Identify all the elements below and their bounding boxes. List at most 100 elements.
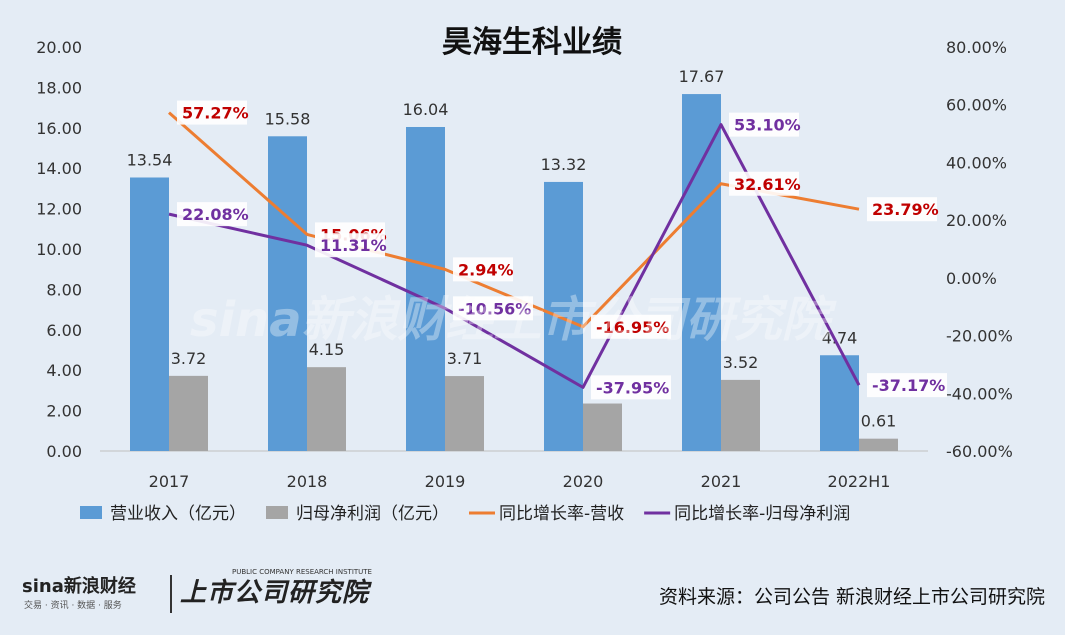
label-background [177, 100, 247, 125]
label-background [453, 296, 533, 321]
label-text: -10.56% [458, 299, 531, 318]
bars: 13.54 15.58 16.04 13.32 17.67 4.74 3.72 4.15 3.7… [127, 67, 898, 451]
net-profit-growth-label: -37.95% [591, 375, 671, 400]
left-axis: 0.00 2.00 4.00 6.00 8.00 10.00 12.00 14.00 16.00… [36, 38, 82, 461]
label-background [867, 373, 947, 398]
label-text: 11.31% [320, 236, 387, 255]
x-tick-label: 2018 [287, 472, 328, 491]
right-tick-label: 80.00% [946, 38, 1007, 57]
sina-finance-logo: sina新浪财经 交易 · 资讯 · 数据 · 服务 [22, 572, 136, 611]
research-institute-logo: PUBLIC COMPANY RESEARCH INSTITUTE 上市公司研究… [180, 568, 372, 609]
revenue-growth-label: 2.94% [453, 257, 514, 282]
label-background [867, 197, 937, 222]
revenue-bar [820, 355, 859, 451]
left-tick-label: 0.00 [46, 442, 82, 461]
legend-item: 归母净利润（亿元） [266, 504, 449, 524]
right-tick-label: 20.00% [946, 211, 1007, 230]
research-logo-subtitle: PUBLIC COMPANY RESEARCH INSTITUTE [232, 568, 372, 576]
revenue-growth-label: 57.27% [177, 100, 249, 125]
left-tick-label: 18.00 [36, 78, 82, 97]
revenue-bar-label: 15.58 [265, 109, 311, 128]
legend-item: 同比增长率-营收 [469, 504, 624, 524]
revenue-bar-label: 13.54 [127, 150, 173, 169]
label-text: 23.79% [872, 200, 939, 219]
label-text: -37.17% [872, 376, 945, 395]
net-profit-growth-label: 11.31% [315, 233, 387, 258]
legend-swatch [80, 506, 102, 519]
revenue-bar-label: 4.74 [822, 328, 858, 347]
revenue-growth-label: 23.79% [867, 197, 939, 222]
right-axis: -60.00% -40.00% -20.00% 0.00% 20.00% 40.00% 60… [946, 38, 1013, 461]
sina-logo-subtitle: 交易 · 资讯 · 数据 · 服务 [24, 601, 122, 611]
revenue-bar-label: 17.67 [679, 67, 725, 86]
revenue-growth-label: 32.61% [729, 171, 801, 196]
x-tick-label: 2021 [701, 472, 742, 491]
revenue-bar-label: 13.32 [541, 155, 587, 174]
right-tick-label: -40.00% [946, 384, 1013, 403]
right-tick-label: 0.00% [946, 269, 997, 288]
research-logo-text: 上市公司研究院 [180, 578, 370, 608]
x-tick-label: 2019 [425, 472, 466, 491]
label-text: -16.95% [596, 318, 669, 337]
right-tick-label: 40.00% [946, 153, 1007, 172]
legend-item: 同比增长率-归母净利润 [644, 504, 850, 524]
x-tick-label: 2020 [563, 472, 604, 491]
label-background [453, 257, 513, 282]
legend-label: 同比增长率-归母净利润 [674, 504, 850, 524]
right-tick-label: -20.00% [946, 327, 1013, 346]
revenue-bar [544, 181, 583, 451]
net-profit-bar-label: 4.15 [309, 340, 345, 359]
legend-label: 同比增长率-营收 [499, 504, 624, 524]
label-background [177, 202, 247, 227]
revenue-bar [268, 136, 307, 451]
label-background [315, 233, 385, 258]
net-profit-bar [169, 375, 208, 451]
x-tick-label: 2022H1 [828, 472, 891, 491]
net-profit-bar [583, 403, 622, 451]
revenue-growth-label: -16.95% [591, 314, 671, 339]
revenue-bar [130, 177, 169, 451]
sina-logo-text: sina新浪财经 [22, 576, 136, 597]
net-profit-growth-label: -37.17% [867, 373, 947, 398]
right-tick-label: -60.00% [946, 442, 1013, 461]
legend: 营业收入（亿元） 归母净利润（亿元） 同比增长率-营收 同比增长率-归母净利润 [80, 504, 850, 524]
label-text: 2.94% [458, 260, 514, 279]
net-profit-bar-label: 3.52 [723, 353, 759, 372]
chart: 昊海生科业绩 0.00 2.00 4.00 6.00 8.00 10.00 12.00 14.… [36, 25, 1013, 524]
net-profit-bar-label: 3.71 [447, 349, 483, 368]
left-tick-label: 14.00 [36, 159, 82, 178]
label-text: 57.27% [182, 104, 249, 123]
legend-item: 营业收入（亿元） [80, 504, 246, 524]
label-background [729, 112, 799, 137]
revenue-bar [682, 94, 721, 451]
net-profit-growth-label: 22.08% [177, 202, 249, 227]
label-text: 22.08% [182, 205, 249, 224]
net-profit-bar [307, 367, 346, 451]
net-profit-bar [445, 376, 484, 451]
left-tick-label: 20.00 [36, 38, 82, 57]
label-text: 32.61% [734, 175, 801, 194]
net-profit-bar [859, 438, 898, 451]
source-note: 资料来源：公司公告 新浪财经上市公司研究院 [658, 586, 1045, 608]
logo-divider [170, 575, 172, 613]
legend-label: 归母净利润（亿元） [296, 504, 449, 524]
revenue-bar-label: 16.04 [403, 100, 449, 119]
lines: 57.27%15.06%2.94%-16.95%32.61%23.79%22.0… [168, 100, 947, 400]
net-profit-bar-label: 3.72 [171, 349, 207, 368]
x-tick-label: 2017 [149, 472, 190, 491]
left-tick-label: 6.00 [46, 321, 82, 340]
net-profit-growth-label: -10.56% [453, 296, 533, 321]
chart-title: 昊海生科业绩 [442, 25, 622, 60]
left-tick-label: 8.00 [46, 280, 82, 299]
x-axis: 2017 2018 2019 2020 2021 2022H1 [149, 472, 891, 491]
left-tick-label: 4.00 [46, 361, 82, 380]
left-tick-label: 16.00 [36, 119, 82, 138]
label-text: -37.95% [596, 378, 669, 397]
label-background [591, 375, 671, 400]
left-tick-label: 10.00 [36, 240, 82, 259]
legend-label: 营业收入（亿元） [110, 504, 246, 524]
label-background [591, 314, 671, 339]
net-profit-growth-label: 53.10% [729, 112, 801, 137]
revenue-bar [406, 126, 445, 451]
net-profit-growth-line [168, 123, 861, 389]
